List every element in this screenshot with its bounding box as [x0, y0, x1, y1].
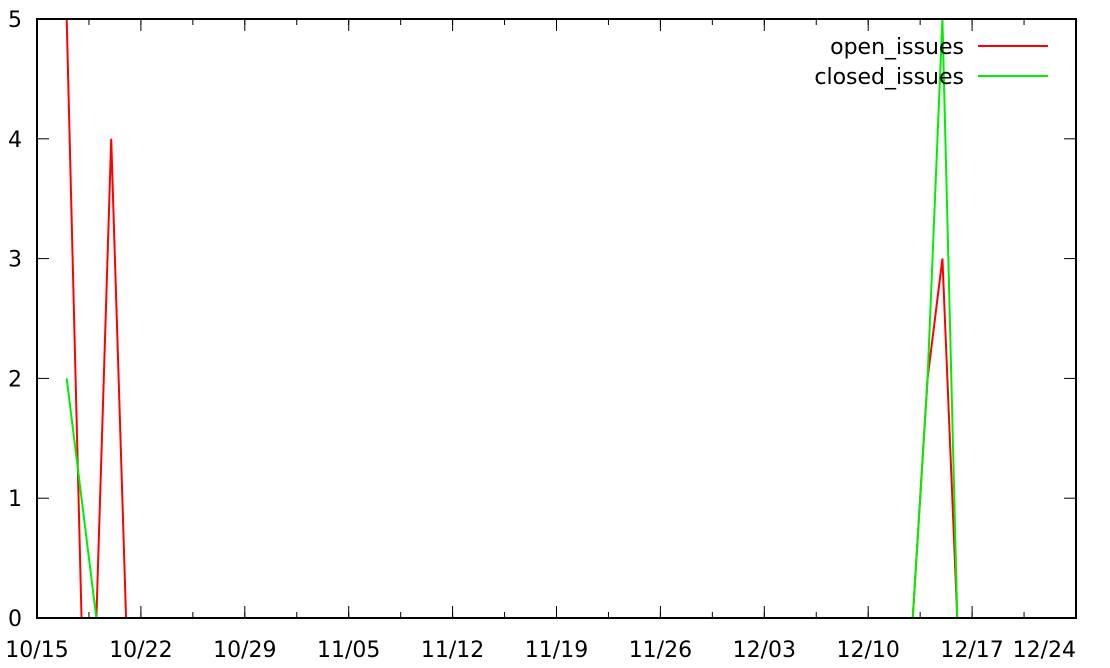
y-tick-label: 4: [8, 128, 22, 153]
x-tick-label: 11/12: [421, 638, 484, 663]
y-tick-label: 0: [8, 607, 22, 632]
legend-label: closed_issues: [814, 65, 964, 90]
plot-frame: [36, 18, 1077, 619]
y-tick-label: 2: [8, 367, 22, 392]
y-tick-label: 1: [8, 487, 22, 512]
x-tick-label: 11/19: [525, 638, 588, 663]
x-tick-label: 11/05: [317, 638, 380, 663]
axis-ticks: [36, 18, 1077, 619]
x-tick-label: 10/29: [213, 638, 276, 663]
y-tick-label: 5: [8, 8, 22, 33]
x-tick-label: 11/26: [629, 638, 692, 663]
legend: open_issues closed_issues: [814, 35, 1048, 90]
series-line-closed-issues: [65, 18, 959, 619]
legend-label: open_issues: [830, 35, 964, 60]
x-tick-label: 10/15: [5, 638, 68, 663]
series-lines: [65, 18, 959, 619]
x-tick-label: 12/10: [836, 638, 899, 663]
x-tick-label: 10/22: [109, 638, 172, 663]
tick-labels: 10/15 10/22 10/29 11/05 11/12 11/19 11/26 12/03…: [5, 8, 1076, 663]
series-line-open-issues: [65, 18, 959, 619]
y-tick-label: 3: [8, 248, 22, 273]
x-tick-label: 12/17: [940, 638, 1003, 663]
x-tick-label: 12/24: [1013, 638, 1076, 663]
x-tick-label: 12/03: [733, 638, 796, 663]
